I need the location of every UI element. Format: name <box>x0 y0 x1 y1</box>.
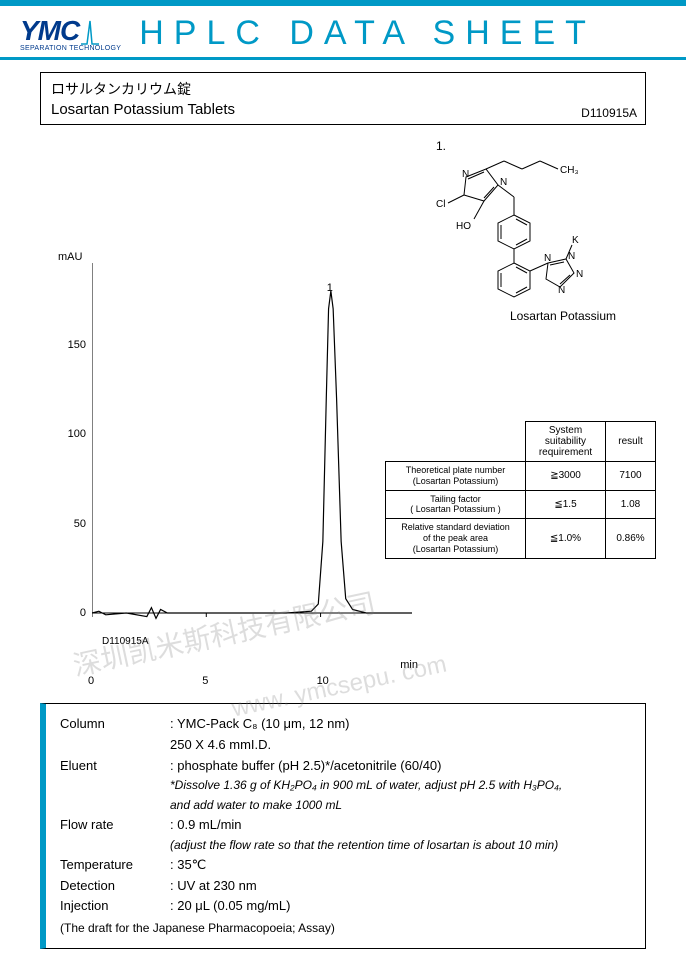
x-tick: 10 <box>317 675 329 687</box>
chart-plot <box>92 263 412 643</box>
suit-row: Relative standard deviationof the peak a… <box>386 519 656 558</box>
y-tick: 100 <box>62 428 86 440</box>
doc-title-en: Losartan Potassium Tablets <box>51 101 635 118</box>
atom-n6: N <box>558 285 565 296</box>
condition-value: : 35℃ <box>170 855 631 876</box>
logo-name: YMC <box>20 15 79 47</box>
suitability-table: System suitability requirementresult The… <box>385 421 656 559</box>
y-tick: 50 <box>62 518 86 530</box>
atom-n3: N <box>544 253 551 264</box>
atom-ho: HO <box>456 221 471 232</box>
atom-n1: N <box>462 169 469 180</box>
logo-subtitle: SEPARATION TECHNOLOGY <box>20 45 121 52</box>
logo: YMC SEPARATION TECHNOLOGY <box>20 15 121 52</box>
condition-label: Temperature <box>60 855 170 876</box>
condition-label: Flow rate <box>60 815 170 836</box>
condition-label: Column <box>60 714 170 735</box>
suit-res: 1.08 <box>606 490 656 519</box>
conditions-box: Column: YMC-Pack C₈ (10 μm, 12 nm) 250 X… <box>40 703 646 949</box>
header: YMC SEPARATION TECHNOLOGY HPLC DATA SHEE… <box>0 6 686 60</box>
condition-value: : 0.9 mL/min <box>170 815 631 836</box>
structure-name: Losartan Potassium <box>510 309 616 323</box>
chromatogram-chart: mAU 050100150 0510 min 1 D110915A <box>38 263 418 683</box>
condition-label: Injection <box>60 896 170 917</box>
y-axis-label: mAU <box>58 251 82 263</box>
suit-res: 0.86% <box>606 519 656 558</box>
condition-note: *Dissolve 1.36 g of KH₂PO₄ in 900 mL of … <box>170 776 631 795</box>
y-tick: 0 <box>62 607 86 619</box>
atom-n5: N <box>576 269 583 280</box>
suit-row: Tailing factor( Losartan Potassium )≦1.5… <box>386 490 656 519</box>
suit-row-label: Theoretical plate number(Losartan Potass… <box>386 462 526 491</box>
x-tick: 0 <box>88 675 94 687</box>
condition-row: Detection: UV at 230 nm <box>60 876 631 897</box>
condition-row: Injection: 20 μL (0.05 mg/mL) <box>60 896 631 917</box>
chemical-structure: Cl HO CH₃ N N N N N N K <box>426 147 636 307</box>
y-tick: 150 <box>62 339 86 351</box>
condition-value: : phosphate buffer (pH 2.5)*/acetonitril… <box>170 756 631 777</box>
condition-label: Eluent <box>60 756 170 777</box>
atom-n2: N <box>500 177 507 188</box>
logo-peak-icon <box>81 19 99 47</box>
conditions-footer: (The draft for the Japanese Pharmacopoei… <box>60 919 631 938</box>
suit-row-label: Tailing factor( Losartan Potassium ) <box>386 490 526 519</box>
suit-row: Theoretical plate number(Losartan Potass… <box>386 462 656 491</box>
atom-ch3: CH₃ <box>560 165 579 176</box>
suit-req: ≧3000 <box>526 462 606 491</box>
chart-code: D110915A <box>102 636 149 647</box>
suit-res: 7100 <box>606 462 656 491</box>
condition-note2: and add water to make 1000 mL <box>170 796 631 815</box>
x-axis-label: min <box>400 659 418 671</box>
x-tick: 5 <box>202 675 208 687</box>
condition-row: Column: YMC-Pack C₈ (10 μm, 12 nm) <box>60 714 631 735</box>
condition-note: (adjust the flow rate so that the retent… <box>170 836 631 855</box>
doc-title-jp: ロサルタンカリウム錠 <box>51 79 635 99</box>
doc-code: D110915A <box>581 106 637 120</box>
atom-k: K <box>572 235 579 246</box>
condition-row-cont: 250 X 4.6 mmI.D. <box>60 735 631 756</box>
page-title: HPLC DATA SHEET <box>139 14 596 53</box>
peak-label: 1 <box>327 282 333 294</box>
condition-value: : UV at 230 nm <box>170 876 631 897</box>
condition-value: : 20 μL (0.05 mg/mL) <box>170 896 631 917</box>
condition-row: Eluent: phosphate buffer (pH 2.5)*/aceto… <box>60 756 631 777</box>
suit-req: ≦1.5 <box>526 490 606 519</box>
atom-n4: N <box>568 251 575 262</box>
suit-header: System suitability requirement <box>526 422 606 462</box>
condition-row: Flow rate: 0.9 mL/min <box>60 815 631 836</box>
suit-req: ≦1.0% <box>526 519 606 558</box>
suit-row-label: Relative standard deviationof the peak a… <box>386 519 526 558</box>
logo-text: YMC <box>20 15 99 47</box>
condition-value: : YMC-Pack C₈ (10 μm, 12 nm) <box>170 714 631 735</box>
condition-row: Temperature: 35℃ <box>60 855 631 876</box>
suit-header <box>386 422 526 462</box>
atom-cl: Cl <box>436 199 445 210</box>
main-area: 1. <box>30 133 656 693</box>
document-title-box: ロサルタンカリウム錠 Losartan Potassium Tablets D1… <box>40 72 646 125</box>
condition-value2: 250 X 4.6 mmI.D. <box>170 735 631 756</box>
condition-label: Detection <box>60 876 170 897</box>
suit-header: result <box>606 422 656 462</box>
